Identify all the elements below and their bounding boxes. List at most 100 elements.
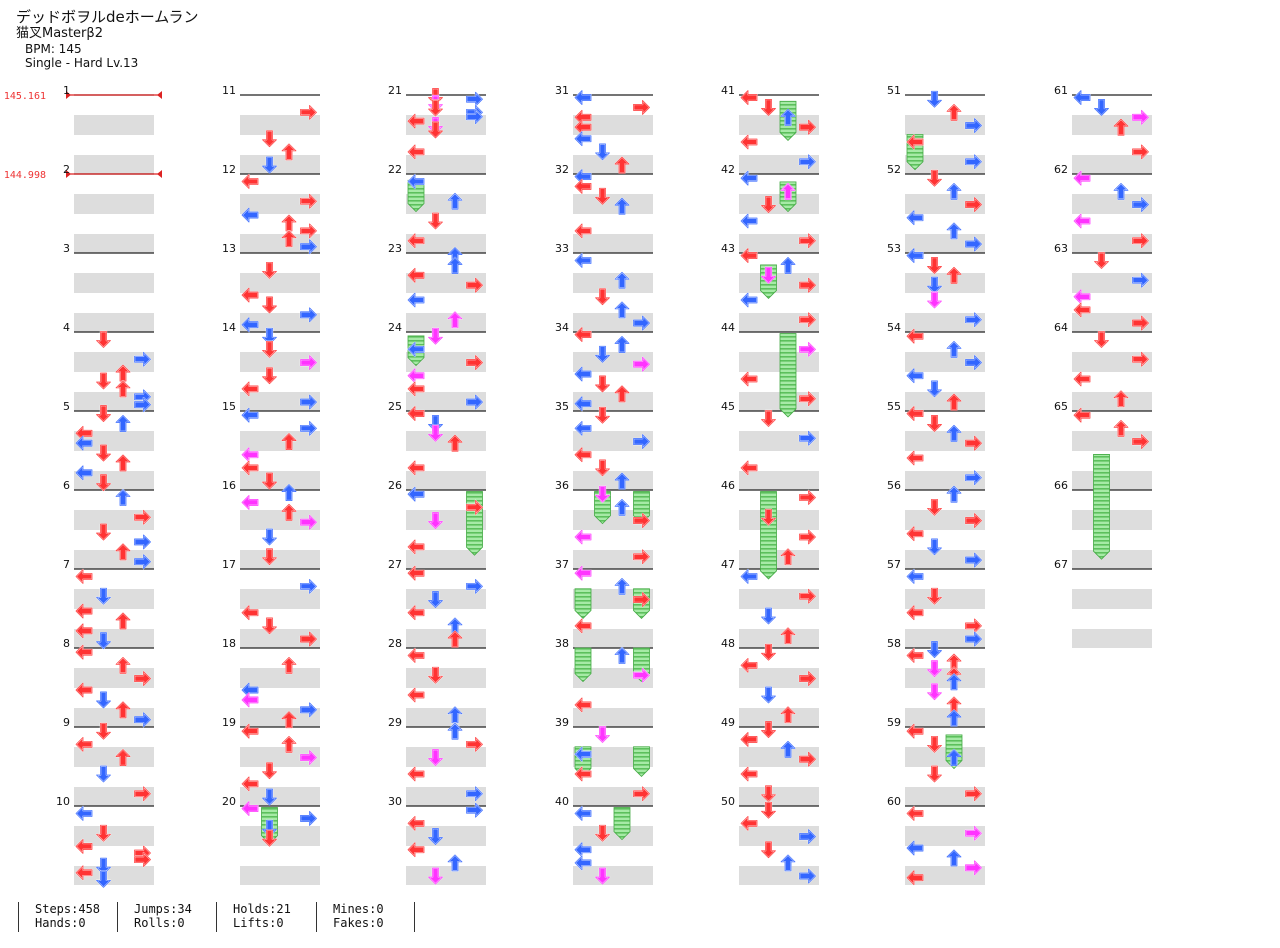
note-arrow-R <box>1131 196 1150 213</box>
note-arrow-L <box>574 697 592 713</box>
note-arrow-D <box>261 367 278 385</box>
note-arrow-U <box>614 385 630 403</box>
beat-band <box>573 510 653 530</box>
measure-number: 66 <box>1054 479 1068 492</box>
measure-number: 24 <box>388 321 402 334</box>
measure-number: 52 <box>887 163 901 176</box>
note-arrow-R <box>632 356 651 372</box>
song-header: デッドボヲルdeホームラン 猫叉Masterβ2 BPM: 145 Single… <box>16 8 199 70</box>
beat-band <box>406 471 486 490</box>
note-arrow-R <box>964 117 983 134</box>
note-arrow-D <box>926 587 943 605</box>
note-arrow-L <box>740 170 758 186</box>
stat-rolls: Rolls:0 <box>134 916 185 930</box>
beat-band <box>1072 589 1152 609</box>
beat-band <box>905 234 985 253</box>
note-arrow-R <box>299 223 318 239</box>
note-arrow-D <box>926 414 943 433</box>
note-arrow-R <box>964 354 983 371</box>
note-arrow-R <box>798 277 817 293</box>
note-arrow-U <box>281 214 297 232</box>
note-arrow-L <box>906 568 924 585</box>
measure-number: 55 <box>887 400 901 413</box>
note-arrow-R <box>798 312 817 328</box>
beat-band <box>905 194 985 214</box>
measure-number: 7 <box>63 558 70 571</box>
beat-band <box>1072 392 1152 411</box>
beat-band <box>406 313 486 332</box>
note-arrow-L <box>906 247 924 264</box>
note-arrow-R <box>299 193 318 209</box>
beat-band <box>240 471 320 490</box>
measure-number: 63 <box>1054 242 1068 255</box>
note-arrow-L <box>75 623 93 639</box>
note-arrow-U <box>780 548 796 566</box>
beat-band <box>905 589 985 609</box>
beat-band <box>573 194 653 214</box>
measure-number: 35 <box>555 400 569 413</box>
note-arrow-R <box>632 99 651 116</box>
measure-number: 34 <box>555 321 569 334</box>
note-arrow-D <box>427 511 444 530</box>
beat-band <box>240 589 320 609</box>
note-arrow-D <box>95 444 112 462</box>
note-arrow-D <box>261 472 278 490</box>
note-arrow-L <box>241 407 259 423</box>
note-arrow-R <box>133 553 152 570</box>
note-arrow-L <box>241 605 259 621</box>
beat-band <box>1072 550 1152 569</box>
measure-number: 59 <box>887 716 901 729</box>
note-arrow-L <box>574 178 592 195</box>
note-arrow-L <box>740 815 758 832</box>
note-arrow-D <box>760 686 777 704</box>
note-arrow-R <box>798 588 817 604</box>
note-arrow-U <box>946 485 962 503</box>
beat-band <box>74 629 154 648</box>
note-arrow-D <box>1093 98 1110 117</box>
note-arrow-R <box>964 435 983 451</box>
note-arrow-R <box>964 196 983 213</box>
note-arrow-R <box>1131 433 1150 450</box>
stat-column: Mines:0 Fakes:0 <box>316 902 384 932</box>
note-arrow-U <box>946 340 962 359</box>
note-arrow-L <box>241 316 259 333</box>
note-arrow-U <box>946 748 962 767</box>
note-arrow-U <box>447 434 463 452</box>
note-arrow-L <box>407 233 425 249</box>
beat-band <box>240 155 320 174</box>
note-arrow-D <box>926 640 943 659</box>
beat-band <box>406 392 486 411</box>
note-arrow-R <box>964 631 983 647</box>
note-arrow-L <box>1073 89 1091 106</box>
beat-band <box>739 708 819 727</box>
note-arrow-L <box>407 113 425 129</box>
measure-number: 43 <box>721 242 735 255</box>
measure-number: 17 <box>222 558 236 571</box>
note-arrow-D <box>427 590 444 609</box>
note-arrow-L <box>740 460 758 476</box>
hold-note <box>613 807 631 841</box>
hold-note <box>574 647 592 683</box>
note-arrow-D <box>261 548 278 566</box>
note-arrow-R <box>299 631 318 647</box>
note-arrow-R <box>798 751 817 767</box>
measure-number: 22 <box>388 163 402 176</box>
note-arrow-D <box>760 607 777 625</box>
measure-number: 58 <box>887 637 901 650</box>
beat-band <box>240 115 320 135</box>
bpm-value: 144.998 <box>4 170 46 181</box>
note-arrow-R <box>964 825 983 841</box>
note-arrow-D <box>760 195 777 214</box>
note-arrow-R <box>1131 272 1150 288</box>
note-arrow-L <box>740 657 758 674</box>
note-arrow-U <box>281 143 297 161</box>
note-arrow-R <box>632 512 651 529</box>
hold-note <box>779 333 797 418</box>
measure-number: 27 <box>388 558 402 571</box>
measure-number: 15 <box>222 400 236 413</box>
note-arrow-L <box>407 539 425 555</box>
note-arrow-U <box>780 706 796 724</box>
measure-number: 67 <box>1054 558 1068 571</box>
hold-note <box>633 746 650 777</box>
beat-band <box>240 392 320 411</box>
